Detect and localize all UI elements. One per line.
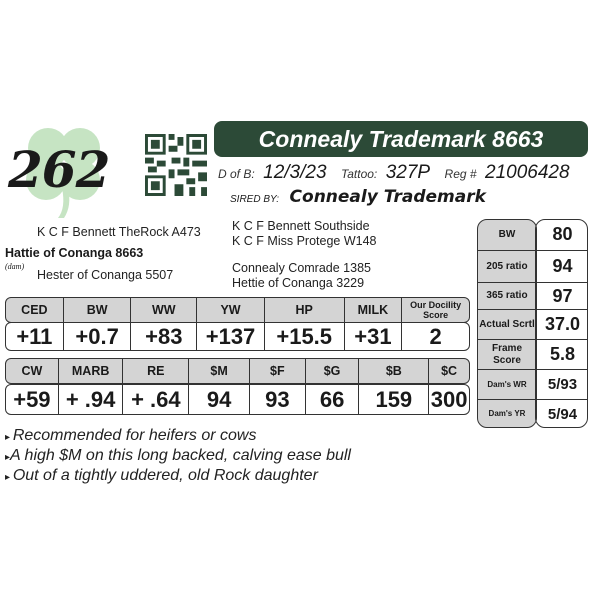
dob-label: D of B:	[218, 167, 255, 181]
epd1-header: BW	[64, 298, 132, 322]
epd2-value: 300	[430, 386, 468, 412]
dam-sire: K C F Bennett TheRock A473	[37, 225, 201, 239]
bullet-icon: ▸	[5, 432, 13, 443]
perf-value: 94	[552, 256, 573, 276]
sired-by-label: SIRED BY:	[230, 194, 280, 205]
perf-value: 5.8	[549, 344, 576, 364]
epd2-header: MARB	[59, 359, 124, 383]
epd1-value: +11	[6, 323, 64, 350]
epd1-value: +83	[131, 323, 198, 350]
dam-dam: Hester of Conanga 5507	[37, 268, 174, 282]
perf-label: BW	[498, 228, 516, 240]
epd1-value-row: +11 +0.7 +83 +137 +15.5 +31 2	[5, 322, 470, 351]
epd2-header: $C	[441, 364, 458, 378]
shamrock-logo-icon	[26, 128, 100, 218]
dam-label: (dam)	[5, 262, 25, 271]
perf-label: Dam's WR	[487, 379, 527, 389]
epd1-value: +137	[197, 323, 265, 350]
epd2-value: +59	[6, 385, 59, 414]
birth-info-line: D of B: 12/3/23 Tattoo: 327P Reg # 21006…	[218, 162, 570, 184]
epd2-value: 94	[189, 385, 250, 414]
epd1-header: MILK	[345, 298, 403, 322]
bullet-icon: ▸	[5, 472, 13, 483]
epd1-value: +31	[345, 323, 403, 350]
perf-value: 5/93	[547, 376, 578, 393]
perf-label: 365 ratio	[486, 290, 528, 301]
epd2-header: $F	[250, 359, 306, 383]
dam-line-2: Hettie of Conanga 3229	[232, 276, 365, 290]
epd1-header: CED	[6, 298, 64, 322]
perf-value: 80	[552, 224, 573, 244]
dob-value: 12/3/23	[263, 162, 327, 183]
epd2-value: 93	[250, 385, 306, 414]
tattoo-label: Tattoo:	[341, 167, 378, 181]
perf-label: Actual Scrtl	[479, 318, 535, 330]
sire-dam: K C F Miss Protege W148	[232, 234, 377, 248]
perf-value: 37.0	[544, 314, 581, 334]
epd2-value: 159	[359, 385, 430, 414]
epd1-value: +15.5	[265, 323, 345, 350]
epd2-header: RE	[123, 359, 190, 383]
perf-label: Dam's YR	[488, 409, 526, 418]
qr-code-icon[interactable]	[145, 133, 207, 197]
reg-label: Reg #	[444, 167, 477, 181]
perf-value: 97	[552, 285, 573, 306]
note-item: ▸ Out of a tightly uddered, old Rock dau…	[5, 467, 318, 484]
performance-table: BW 80 205 ratio 94 365 ratio 97 Actual Scrt…	[477, 219, 588, 428]
dam-name: Hattie of Conanga 8663	[5, 246, 144, 260]
epd2-header: $B	[359, 359, 430, 383]
tattoo-value: 327P	[385, 162, 431, 183]
sire-sire: K C F Bennett Southside	[232, 219, 370, 233]
perf-label: Frame Score	[491, 342, 522, 366]
lot-number: 262	[8, 140, 110, 199]
epd1-header: YW	[197, 298, 265, 322]
perf-value: 5/94	[547, 405, 578, 423]
epd1-value: +0.7	[64, 323, 132, 350]
epd2-header: $G	[306, 359, 360, 383]
epd1-header: Our Docility Score	[410, 300, 462, 320]
epd2-value: + .64	[123, 385, 190, 414]
epd1-header-row: CED BW WW YW HP MILK Our Docility Score	[5, 297, 470, 323]
epd2-value: 66	[306, 385, 360, 414]
perf-label: 205 ratio	[486, 260, 528, 272]
epd2-header: $M	[189, 359, 250, 383]
reg-value: 21006428	[485, 162, 570, 183]
epd2-header: CW	[6, 359, 59, 383]
note-item: ▸ Recommended for heifers or cows	[5, 427, 257, 444]
note-item: ▸A high $M on this long backed, calving …	[5, 447, 351, 464]
sire-name: Connealy Trademark	[289, 187, 486, 207]
bullet-icon: ▸	[5, 452, 11, 463]
epd1-header: HP	[265, 298, 345, 322]
epd2-value-row: +59 + .94 + .64 94 93 66 159 300	[5, 384, 470, 415]
epd2-header-row: CW MARB RE $M $F $G $B $C	[5, 358, 470, 384]
epd2-value: + .94	[59, 385, 124, 414]
epd1-value: 2	[429, 323, 442, 349]
dam-line-1: Connealy Comrade 1385	[232, 261, 371, 275]
animal-name-title: Connealy Trademark 8663	[214, 121, 588, 157]
epd1-header: WW	[131, 298, 198, 322]
